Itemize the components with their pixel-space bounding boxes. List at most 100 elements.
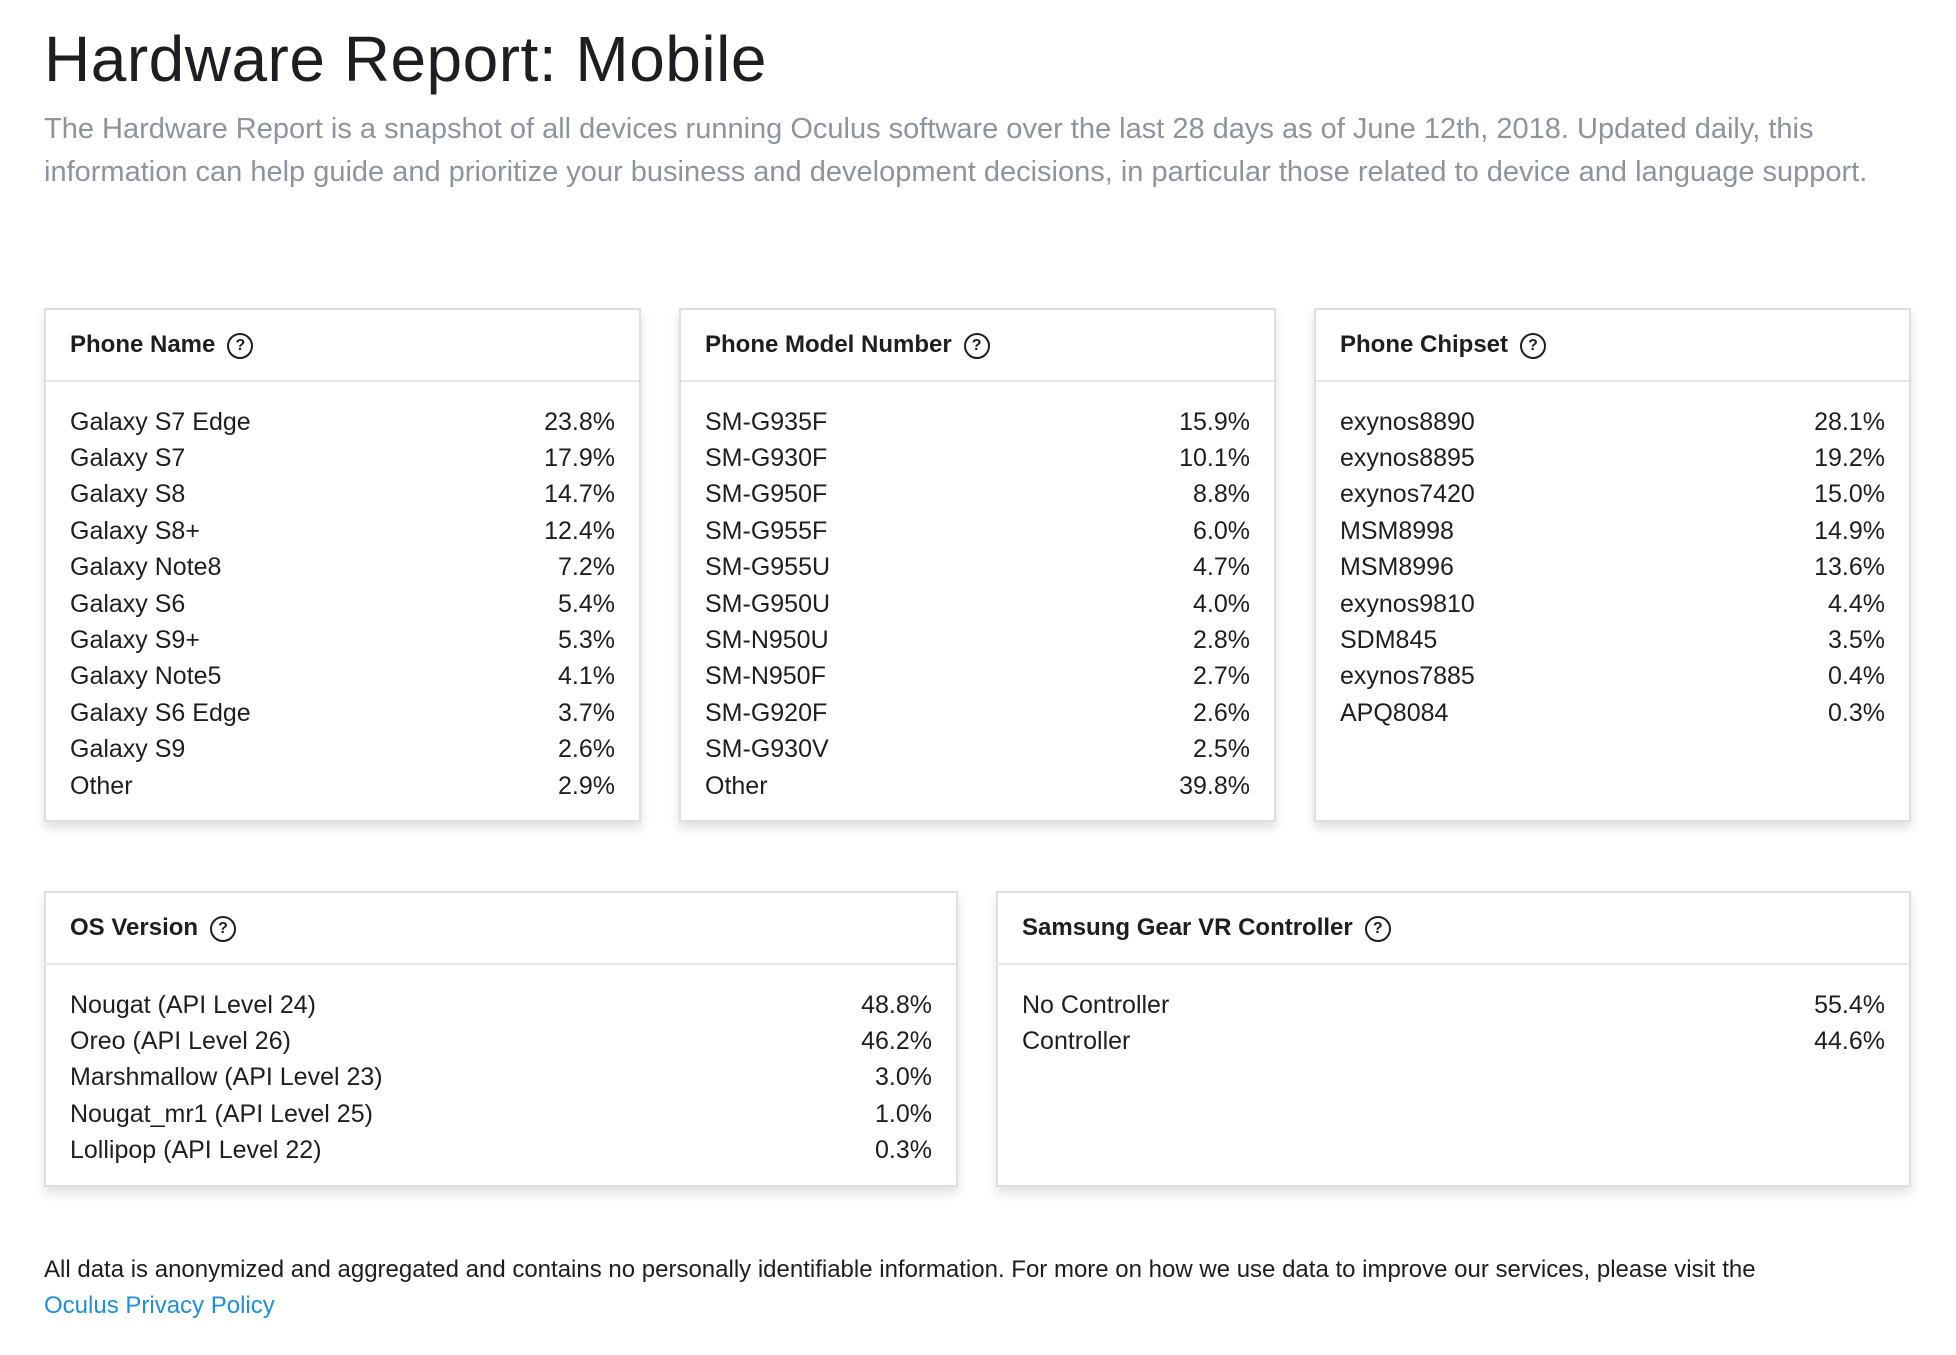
item-percentage: 2.7% xyxy=(1193,662,1250,691)
item-percentage: 28.1% xyxy=(1814,407,1885,436)
item-percentage: 48.8% xyxy=(861,990,932,1019)
item-label: Galaxy S8+ xyxy=(70,516,200,545)
item-label: Nougat (API Level 24) xyxy=(70,990,316,1019)
card-header: Phone Model Number ? xyxy=(681,310,1274,382)
item-label: MSM8996 xyxy=(1340,553,1454,582)
item-percentage: 5.3% xyxy=(558,626,615,655)
item-label: Oreo (API Level 26) xyxy=(70,1027,291,1056)
item-label: exynos8895 xyxy=(1340,444,1475,473)
list-item: SM-G930F 10.1% xyxy=(705,440,1250,476)
list-item: SM-G920F 2.6% xyxy=(705,695,1250,731)
item-label: Galaxy S6 xyxy=(70,589,186,618)
card-header: OS Version ? xyxy=(46,893,956,965)
item-label: SM-N950F xyxy=(705,662,826,691)
item-percentage: 3.5% xyxy=(1828,626,1885,655)
item-percentage: 4.4% xyxy=(1828,589,1885,618)
gear-vr-controller-card: Samsung Gear VR Controller ? No Controll… xyxy=(996,891,1911,1187)
help-icon[interactable]: ? xyxy=(1520,333,1547,359)
item-percentage: 7.2% xyxy=(558,553,615,582)
list-item: exynos8895 19.2% xyxy=(1340,440,1885,476)
item-percentage: 0.3% xyxy=(875,1136,932,1165)
list-item: APQ8084 0.3% xyxy=(1340,695,1885,731)
list-item: Galaxy Note8 7.2% xyxy=(70,550,615,586)
help-icon[interactable]: ? xyxy=(1364,916,1391,942)
list-item: Lollipop (API Level 22) 0.3% xyxy=(70,1133,932,1169)
item-percentage: 10.1% xyxy=(1179,444,1250,473)
page-title: Hardware Report: Mobile xyxy=(44,23,767,95)
help-icon[interactable]: ? xyxy=(210,916,237,942)
item-percentage: 4.7% xyxy=(1193,553,1250,582)
item-label: Nougat_mr1 (API Level 25) xyxy=(70,1099,373,1128)
item-percentage: 3.0% xyxy=(875,1063,932,1092)
list-item: Oreo (API Level 26) 46.2% xyxy=(70,1023,932,1059)
item-label: SM-G950U xyxy=(705,589,831,618)
list-item: SM-N950U 2.8% xyxy=(705,622,1250,658)
list-item: SM-G955U 4.7% xyxy=(705,550,1250,586)
list-item: SM-G950U 4.0% xyxy=(705,586,1250,622)
phone-model-number-list: SM-G935F 15.9% SM-G930F 10.1% SM-G950F 8.8% SM… xyxy=(681,382,1274,804)
list-item: exynos9810 4.4% xyxy=(1340,586,1885,622)
item-label: Galaxy S9 xyxy=(70,735,186,764)
item-percentage: 1.0% xyxy=(875,1099,932,1128)
list-item: MSM8998 14.9% xyxy=(1340,513,1885,549)
help-icon[interactable]: ? xyxy=(227,333,254,359)
item-percentage: 2.6% xyxy=(558,735,615,764)
item-percentage: 13.6% xyxy=(1814,553,1885,582)
list-item: Controller 44.6% xyxy=(1022,1023,1885,1059)
item-percentage: 0.4% xyxy=(1828,662,1885,691)
item-percentage: 4.0% xyxy=(1193,589,1250,618)
list-item: SM-N950F 2.7% xyxy=(705,659,1250,695)
item-percentage: 2.5% xyxy=(1193,735,1250,764)
item-percentage: 6.0% xyxy=(1193,516,1250,545)
item-percentage: 2.6% xyxy=(1193,698,1250,727)
item-label: SM-G930V xyxy=(705,735,829,764)
item-label: No Controller xyxy=(1022,990,1170,1019)
list-item: Galaxy S7 17.9% xyxy=(70,440,615,476)
card-title: Phone Name xyxy=(70,331,216,358)
item-percentage: 15.0% xyxy=(1814,480,1885,509)
list-item: Other 39.8% xyxy=(705,768,1250,804)
phone-name-list: Galaxy S7 Edge 23.8% Galaxy S7 17.9% Galaxy … xyxy=(46,382,639,804)
list-item: Nougat (API Level 24) 48.8% xyxy=(70,987,932,1023)
item-label: exynos8890 xyxy=(1340,407,1475,436)
list-item: Galaxy S6 Edge 3.7% xyxy=(70,695,615,731)
list-item: exynos7420 15.0% xyxy=(1340,477,1885,513)
item-percentage: 12.4% xyxy=(544,516,615,545)
item-label: Other xyxy=(705,771,768,800)
phone-chipset-list: exynos8890 28.1% exynos8895 19.2% exynos7420… xyxy=(1316,382,1909,732)
footer-note: All data is anonymized and aggregated an… xyxy=(44,1252,1924,1324)
phone-model-number-card: Phone Model Number ? SM-G935F 15.9% SM-G93… xyxy=(679,308,1276,822)
item-percentage: 55.4% xyxy=(1814,990,1885,1019)
item-percentage: 14.7% xyxy=(544,480,615,509)
item-label: Marshmallow (API Level 23) xyxy=(70,1063,383,1092)
item-percentage: 0.3% xyxy=(1828,698,1885,727)
list-item: exynos8890 28.1% xyxy=(1340,404,1885,440)
item-percentage: 14.9% xyxy=(1814,516,1885,545)
os-version-card: OS Version ? Nougat (API Level 24) 48.8% O… xyxy=(44,891,958,1187)
list-item: Galaxy S6 5.4% xyxy=(70,586,615,622)
list-item: SM-G955F 6.0% xyxy=(705,513,1250,549)
item-percentage: 5.4% xyxy=(558,589,615,618)
item-percentage: 39.8% xyxy=(1179,771,1250,800)
item-label: Galaxy Note5 xyxy=(70,662,222,691)
privacy-policy-link[interactable]: Oculus Privacy Policy xyxy=(44,1292,275,1319)
item-percentage: 3.7% xyxy=(558,698,615,727)
item-percentage: 4.1% xyxy=(558,662,615,691)
item-label: MSM8998 xyxy=(1340,516,1454,545)
item-label: SM-G950F xyxy=(705,480,828,509)
help-icon[interactable]: ? xyxy=(963,333,990,359)
card-title: Samsung Gear VR Controller xyxy=(1022,914,1353,941)
item-label: SDM845 xyxy=(1340,626,1438,655)
list-item: Other 2.9% xyxy=(70,768,615,804)
card-header: Phone Chipset ? xyxy=(1316,310,1909,382)
list-item: Galaxy S9 2.6% xyxy=(70,732,615,768)
item-percentage: 15.9% xyxy=(1179,407,1250,436)
item-label: SM-G955U xyxy=(705,553,831,582)
item-label: exynos7420 xyxy=(1340,480,1475,509)
gear-vr-controller-list: No Controller 55.4% Controller 44.6% xyxy=(998,965,1909,1060)
item-label: Galaxy S6 Edge xyxy=(70,698,251,727)
list-item: Galaxy S7 Edge 23.8% xyxy=(70,404,615,440)
list-item: MSM8996 13.6% xyxy=(1340,550,1885,586)
card-title: OS Version xyxy=(70,914,199,941)
list-item: Nougat_mr1 (API Level 25) 1.0% xyxy=(70,1096,932,1132)
